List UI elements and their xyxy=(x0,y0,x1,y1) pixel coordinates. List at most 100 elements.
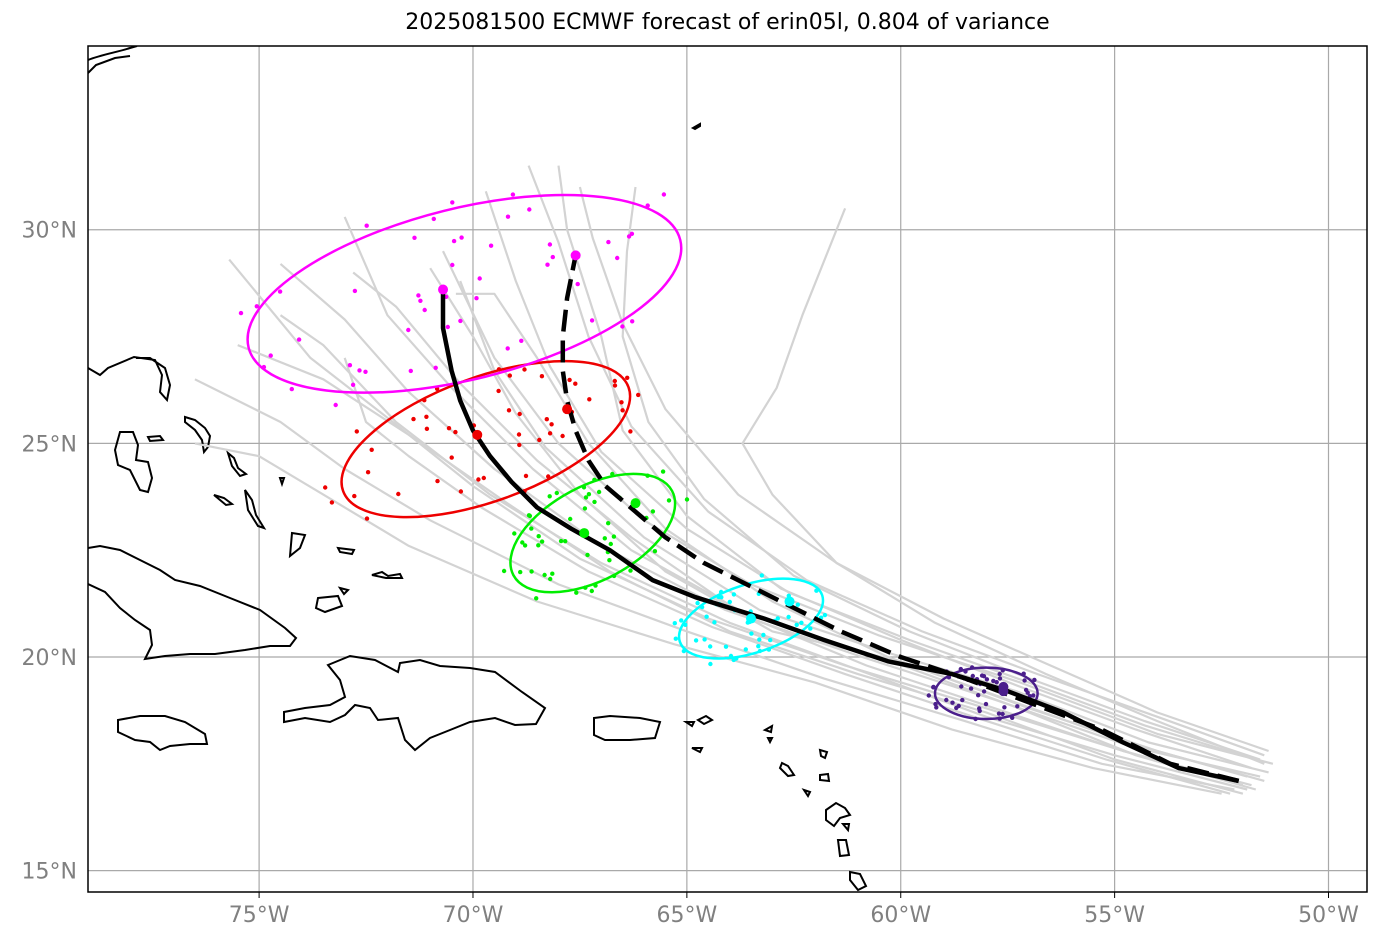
member-point-cyan xyxy=(712,620,717,625)
member-point-cyan xyxy=(799,620,804,625)
member-point-red xyxy=(411,416,416,422)
island-hispaniola xyxy=(283,654,547,752)
member-point-magenta xyxy=(416,293,421,298)
member-point-magenta xyxy=(451,238,457,244)
member-point-red xyxy=(396,491,401,497)
member-point-red xyxy=(365,470,371,475)
member-points xyxy=(238,192,1037,722)
member-point-purple xyxy=(1031,693,1036,698)
member-point-green xyxy=(660,469,666,474)
island-virgin-2 xyxy=(691,747,704,754)
member-point-purple xyxy=(956,703,961,709)
member-point-green xyxy=(607,558,612,563)
member-point-purple xyxy=(981,689,987,694)
member-point-magenta xyxy=(406,327,411,333)
member-point-purple xyxy=(984,677,990,682)
member-point-red xyxy=(547,431,553,436)
member-point-magenta xyxy=(418,298,423,303)
member-point-purple xyxy=(944,697,949,703)
member-point-magenta xyxy=(626,234,632,239)
mean-point-cyan xyxy=(746,613,757,624)
member-point-green xyxy=(585,552,590,558)
member-point-green xyxy=(512,531,517,536)
member-point-magenta xyxy=(589,318,595,323)
dashed-mean-point xyxy=(998,681,1009,692)
member-point-red xyxy=(628,429,633,434)
ensemble-track xyxy=(621,186,1261,761)
member-point-red xyxy=(449,455,454,460)
member-point-green xyxy=(520,540,525,545)
island-bahamas-5 xyxy=(213,494,235,507)
member-point-red xyxy=(612,378,617,384)
ensemble-track xyxy=(455,292,1248,778)
member-point-red xyxy=(612,383,618,388)
member-point-red xyxy=(435,478,440,484)
member-point-red xyxy=(560,433,565,439)
island-dominica xyxy=(840,823,851,833)
mean-track-dashed xyxy=(560,254,1240,784)
member-point-purple xyxy=(960,697,965,703)
member-point-magenta xyxy=(477,276,482,281)
member-point-green xyxy=(522,543,528,548)
island-jamaica xyxy=(117,715,209,752)
member-point-red xyxy=(507,373,512,378)
member-point-green xyxy=(650,509,656,514)
member-point-green xyxy=(608,541,613,547)
member-point-cyan xyxy=(757,637,762,642)
ensemble-track xyxy=(279,314,1248,791)
member-point-magenta xyxy=(352,288,358,294)
island-bahamas-7 xyxy=(278,477,286,488)
ensemble-track xyxy=(228,258,1252,787)
member-point-red xyxy=(539,374,545,379)
member-point-magenta xyxy=(620,324,625,329)
member-point-red xyxy=(619,400,624,405)
member-point-cyan xyxy=(708,644,713,649)
map-title: 2025081500 ECMWF forecast of erin05l, 0.… xyxy=(405,10,1050,35)
island-bahamas-9 xyxy=(336,546,356,556)
member-point-green xyxy=(554,490,559,496)
member-point-red xyxy=(458,489,464,494)
member-point-red xyxy=(546,474,551,479)
member-point-cyan xyxy=(693,638,699,643)
ensemble-track xyxy=(741,207,1265,765)
member-point-green xyxy=(536,534,541,539)
member-point-green xyxy=(529,569,534,574)
member-point-magenta xyxy=(238,310,244,316)
island-lesser-4 xyxy=(819,772,831,783)
coastlines xyxy=(88,46,868,892)
island-guadeloupe xyxy=(825,801,852,828)
member-point-cyan xyxy=(695,600,700,606)
member-point-red xyxy=(323,485,328,490)
lat-tick-label: 15°N xyxy=(22,860,77,885)
member-point-green xyxy=(550,571,555,576)
island-bermuda xyxy=(690,122,701,131)
island-lesser-5 xyxy=(801,788,812,798)
member-point-cyan xyxy=(786,614,791,620)
ensemble-track xyxy=(578,186,1269,753)
member-point-red xyxy=(517,442,522,448)
member-point-green xyxy=(563,539,568,544)
member-point-red xyxy=(523,473,529,479)
member-point-purple xyxy=(926,693,931,698)
member-point-red xyxy=(537,437,542,443)
lat-tick-label: 30°N xyxy=(22,219,77,244)
member-point-green xyxy=(547,494,552,499)
member-point-cyan xyxy=(723,644,729,649)
member-point-purple xyxy=(976,693,981,698)
member-point-magenta xyxy=(289,386,294,392)
member-point-green xyxy=(606,521,611,526)
member-point-green xyxy=(534,596,539,601)
member-point-purple xyxy=(1015,704,1020,709)
member-point-cyan xyxy=(727,599,732,605)
member-point-green xyxy=(596,489,602,495)
ensemble-track xyxy=(343,357,1231,795)
member-point-green xyxy=(574,590,579,595)
member-point-magenta xyxy=(431,216,436,222)
mean-point-magenta xyxy=(438,284,449,295)
island-bahamas-3 xyxy=(184,415,212,455)
member-point-cyan xyxy=(749,631,754,636)
member-point-purple xyxy=(1002,705,1007,710)
member-point-red xyxy=(424,426,430,431)
island-st-lucia xyxy=(849,870,868,892)
member-point-purple xyxy=(933,701,938,707)
